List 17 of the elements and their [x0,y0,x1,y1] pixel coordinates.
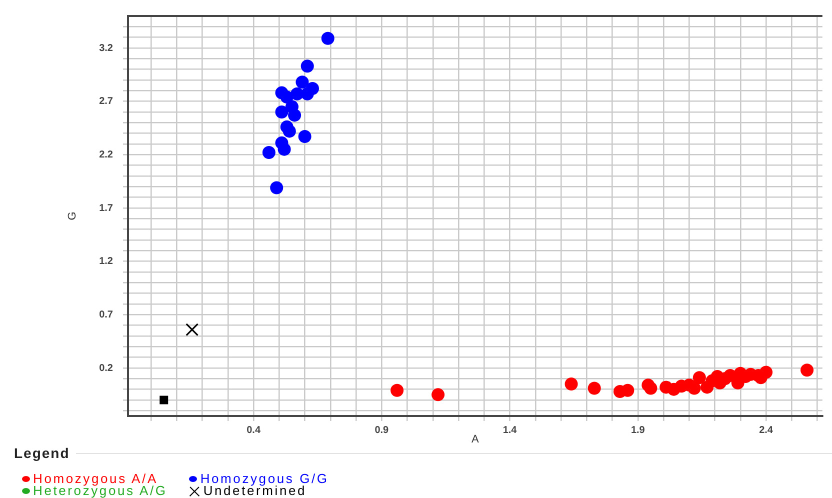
y-tick-label: 2.7 [99,96,114,108]
y-tick-label: 0.2 [99,362,114,374]
y-tick-label: 1.2 [99,256,114,268]
y-tick-label: 3.2 [99,42,114,54]
legend-title: Legend [14,445,70,461]
x-tick-label: 0.9 [374,424,390,436]
x-tick-label: 1.4 [502,424,518,436]
y-tick-label: 0.7 [99,309,114,320]
y-tick-label: 2.2 [99,149,114,160]
x-tick-label: 0.4 [246,424,261,436]
y-tick-label: 1.7 [99,202,114,214]
legend-label: Homozygous A/A [33,471,158,486]
x-axis-title: A [472,433,480,446]
y-axis-title: G [66,212,79,220]
legend-label: Homozygous G/G [200,471,329,486]
x-tick-label: 2.4 [759,424,774,436]
x-tick-label: 1.9 [630,424,646,436]
